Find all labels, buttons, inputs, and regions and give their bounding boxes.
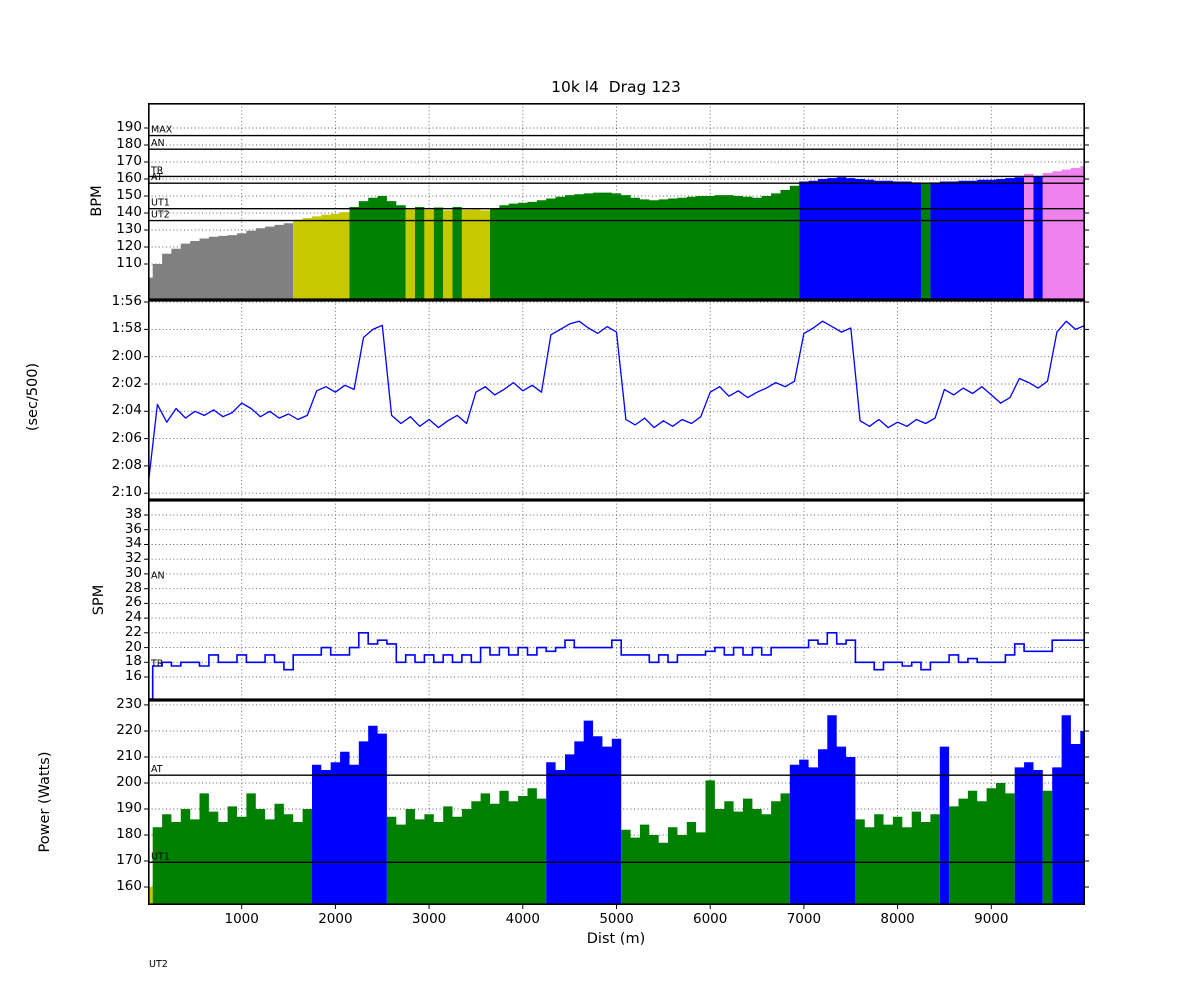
heart-rate-zone-label-ut2: UT2 bbox=[151, 210, 170, 221]
heart-rate-y-tick-label: 160 bbox=[116, 169, 142, 186]
power-y-tick-label: 220 bbox=[116, 721, 142, 738]
x-tick-label: 3000 bbox=[411, 911, 447, 927]
stroke-rate-panel: AN TR bbox=[148, 500, 1085, 700]
x-tick-label: 5000 bbox=[599, 911, 634, 927]
heart-rate-y-tick-label: 140 bbox=[116, 203, 142, 220]
x-tick-label: 4000 bbox=[505, 911, 540, 927]
heart-rate-y-tick-label: 180 bbox=[116, 135, 142, 152]
pace-y-tick-label: 2:06 bbox=[111, 429, 142, 446]
stroke-rate-y-tick-label: 22 bbox=[124, 623, 142, 640]
pace-panel bbox=[148, 300, 1085, 500]
power-border bbox=[148, 700, 1085, 905]
stroke-rate-y-tick-label: 34 bbox=[124, 535, 142, 552]
heart-rate-y-tick-label: 120 bbox=[116, 237, 142, 254]
heart-rate-y-tick-label: 130 bbox=[116, 220, 142, 237]
power-y-tick-label: 160 bbox=[116, 878, 142, 895]
power-y-tick-label: 190 bbox=[116, 800, 142, 816]
heart-rate-zone-label-ut1: UT1 bbox=[151, 198, 170, 209]
power-y-tick-label: 230 bbox=[116, 695, 142, 712]
power-zone-label-ut1: UT1 bbox=[151, 851, 170, 862]
stroke-rate-y-tick-label: 20 bbox=[124, 638, 142, 655]
pace-y-tick-label: 2:04 bbox=[111, 402, 142, 419]
x-tick-label: 2000 bbox=[318, 911, 353, 927]
pace-y-tick-label: 1:58 bbox=[111, 320, 142, 337]
heart-rate-y-tick-label: 150 bbox=[116, 186, 142, 203]
stroke-rate-y-tick-label: 36 bbox=[124, 520, 142, 537]
stroke-rate-zone-label-an: AN bbox=[151, 570, 165, 581]
stroke-rate-zone-label-tr: TR bbox=[150, 659, 164, 670]
stroke-rate-border bbox=[148, 500, 1085, 700]
power-zone-label-at: AT bbox=[151, 764, 163, 775]
stroke-rate-y-tick-label: 16 bbox=[124, 668, 142, 685]
pace-y-tick-label: 2:02 bbox=[111, 374, 142, 391]
stroke-rate-y-tick-label: 24 bbox=[124, 609, 142, 626]
heart-rate-border bbox=[148, 103, 1085, 300]
stroke-rate-series bbox=[148, 632, 1085, 700]
stroke-rate-y-tick-label: 32 bbox=[124, 550, 142, 567]
heart-rate-zone-label-tr: TR bbox=[150, 165, 164, 176]
x-tick-label: 9000 bbox=[974, 911, 1009, 927]
pace-grid bbox=[148, 300, 1085, 500]
y-axis-label-power: Power (Watts) bbox=[37, 751, 53, 853]
heart-rate-y-tick-label: 110 bbox=[116, 254, 142, 271]
stroke-rate-y-tick-label: 26 bbox=[124, 594, 142, 611]
power-y-tick-label: 200 bbox=[116, 773, 142, 790]
chart-title: 10k l4 Drag 123 bbox=[551, 78, 681, 96]
heart-rate-zone-label-an: AN bbox=[151, 138, 165, 149]
stroke-rate-y-tick-label: 28 bbox=[124, 579, 142, 596]
power-series bbox=[148, 715, 1085, 905]
y-axis-label-pace: (sec/500) bbox=[25, 362, 41, 432]
power-y-tick-label: 180 bbox=[116, 826, 142, 843]
x-tick-label: 7000 bbox=[786, 911, 822, 927]
stroke-rate-y-tick-label: 38 bbox=[124, 506, 142, 523]
x-tick-label: 6000 bbox=[693, 911, 728, 927]
heart-rate-zone-label-at: AT bbox=[151, 172, 163, 183]
stray-ut2-zone-label: UT2 bbox=[149, 959, 168, 970]
heart-rate-y-tick-label: 190 bbox=[116, 118, 142, 135]
pace-y-tick-label: 1:56 bbox=[111, 293, 142, 310]
pace-border bbox=[148, 300, 1085, 500]
pace-y-tick-label: 2:00 bbox=[111, 347, 142, 364]
stroke-rate-y-tick-label: 30 bbox=[124, 564, 142, 581]
power-panel: AT UT1 bbox=[148, 700, 1085, 905]
heart-rate-y-tick-label: 170 bbox=[116, 152, 142, 169]
stroke-rate-grid bbox=[148, 500, 1085, 700]
x-tick-label: 1000 bbox=[224, 911, 259, 927]
pace-y-tick-label: 2:10 bbox=[111, 484, 142, 501]
power-y-tick-label: 210 bbox=[116, 747, 142, 764]
heart-rate-zone-label-max: MAX bbox=[151, 125, 173, 136]
x-tick-label: 8000 bbox=[880, 911, 915, 927]
x-axis-label: Dist (m) bbox=[586, 931, 646, 947]
power-y-tick-label: 170 bbox=[116, 852, 142, 869]
pace-y-tick-label: 2:08 bbox=[111, 456, 142, 473]
stroke-rate-y-tick-label: 18 bbox=[124, 653, 142, 670]
heart-rate-series bbox=[148, 166, 1085, 300]
pace-series bbox=[148, 320, 1085, 487]
